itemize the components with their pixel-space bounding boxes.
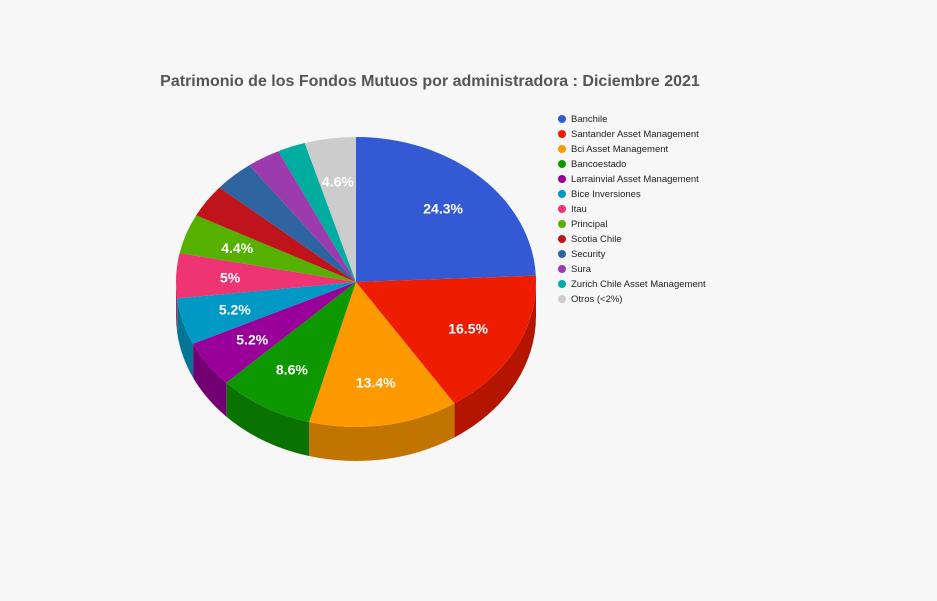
legend-item-bancoestado[interactable]: Bancoestado: [558, 158, 706, 173]
pie-side-bancoestado: [226, 382, 310, 456]
pie-label-otros-2: 4.6%: [322, 174, 354, 190]
legend-label-bice-inversiones: Bice Inversiones: [571, 189, 641, 200]
pie-slice-bci-asset-management[interactable]: [309, 282, 455, 427]
legend-item-banchile[interactable]: Banchile: [558, 113, 706, 128]
pie-slice-principal[interactable]: [179, 215, 356, 282]
legend-label-bci-asset-management: Bci Asset Management: [571, 144, 669, 155]
legend-swatch-bice-inversiones: [558, 190, 566, 198]
pie-slice-zurich-chile-asset-management[interactable]: [278, 143, 356, 282]
pie-slice-banchile[interactable]: [356, 137, 536, 282]
legend-item-sura[interactable]: Sura: [558, 263, 706, 278]
legend-item-scotia-chile[interactable]: Scotia Chile: [558, 233, 706, 248]
pie-slice-security[interactable]: [219, 165, 356, 282]
pie-slice-sura[interactable]: [249, 151, 356, 282]
legend-item-larrainvial-asset-management[interactable]: Larrainvial Asset Management: [558, 173, 706, 188]
pie-slice-scotia-chile[interactable]: [196, 187, 356, 282]
legend-item-otros-2[interactable]: Otros (<2%): [558, 293, 706, 308]
legend-swatch-security: [558, 250, 566, 258]
legend-label-itau: Itau: [571, 204, 587, 215]
legend-item-security[interactable]: Security: [558, 248, 706, 263]
legend-swatch-zurich-chile-asset-management: [558, 280, 566, 288]
pie-label-bancoestado: 8.6%: [276, 361, 308, 377]
pie-sides: [176, 282, 537, 462]
legend-label-sura: Sura: [571, 264, 592, 275]
legend-item-santander-asset-management[interactable]: Santander Asset Management: [558, 128, 706, 143]
pie-slice-otros-2[interactable]: [304, 137, 356, 282]
legend-swatch-santander-asset-management: [558, 130, 566, 138]
chart-title: Patrimonio de los Fondos Mutuos por admi…: [160, 73, 700, 90]
legend-label-zurich-chile-asset-management: Zurich Chile Asset Management: [571, 279, 706, 290]
legend-swatch-itau: [558, 205, 566, 213]
legend-swatch-bancoestado: [558, 160, 566, 168]
legend-swatch-sura: [558, 265, 566, 273]
pie-label-larrainvial-asset-management: 5.2%: [236, 332, 268, 348]
pie-slice-santander-asset-management[interactable]: [356, 275, 536, 404]
pie-label-itau: 5%: [220, 270, 241, 286]
legend-label-bancoestado: Bancoestado: [571, 159, 627, 170]
pie-side-bice-inversiones: [177, 298, 194, 378]
pie-label-bice-inversiones: 5.2%: [219, 302, 251, 318]
legend-label-santander-asset-management: Santander Asset Management: [571, 129, 699, 140]
pie-side-bci-asset-management: [309, 403, 455, 462]
legend-label-larrainvial-asset-management: Larrainvial Asset Management: [571, 174, 699, 185]
legend-swatch-bci-asset-management: [558, 145, 566, 153]
legend-item-principal[interactable]: Principal: [558, 218, 706, 233]
pie-slice-bice-inversiones[interactable]: [177, 282, 356, 344]
pie-label-principal: 4.4%: [221, 240, 253, 256]
legend-item-itau[interactable]: Itau: [558, 203, 706, 218]
legend-label-security: Security: [571, 249, 606, 260]
legend-swatch-otros-2: [558, 295, 566, 303]
pie-label-banchile: 24.3%: [423, 201, 463, 217]
legend: Banchile Santander Asset Management Bci As…: [558, 113, 706, 308]
legend-swatch-scotia-chile: [558, 235, 566, 243]
legend-label-banchile: Banchile: [571, 114, 608, 125]
legend-item-zurich-chile-asset-management[interactable]: Zurich Chile Asset Management: [558, 278, 706, 293]
pie-label-santander-asset-management: 16.5%: [448, 320, 488, 336]
legend-item-bice-inversiones[interactable]: Bice Inversiones: [558, 188, 706, 203]
legend-swatch-larrainvial-asset-management: [558, 175, 566, 183]
pie-side-santander-asset-management: [454, 282, 537, 438]
pie-slice-bancoestado[interactable]: [226, 282, 356, 422]
pie-slices: [176, 137, 536, 427]
legend-item-bci-asset-management[interactable]: Bci Asset Management: [558, 143, 706, 158]
legend-label-principal: Principal: [571, 219, 608, 230]
pie-labels: 24.3% 16.5% 13.4% 8.6% 5.2% 5.2% 5% 4.4% 4.6%: [219, 174, 489, 391]
pie-label-bci-asset-management: 13.4%: [356, 374, 396, 390]
legend-label-otros-2: Otros (<2%): [571, 294, 623, 305]
pie-side-itau: [176, 282, 178, 333]
pie-slice-larrainvial-asset-management[interactable]: [193, 282, 356, 383]
pie-side-larrainvial-asset-management: [193, 343, 227, 417]
legend-swatch-banchile: [558, 115, 566, 123]
legend-label-scotia-chile: Scotia Chile: [571, 234, 622, 245]
pie-slice-itau[interactable]: [176, 253, 356, 299]
legend-swatch-principal: [558, 220, 566, 228]
